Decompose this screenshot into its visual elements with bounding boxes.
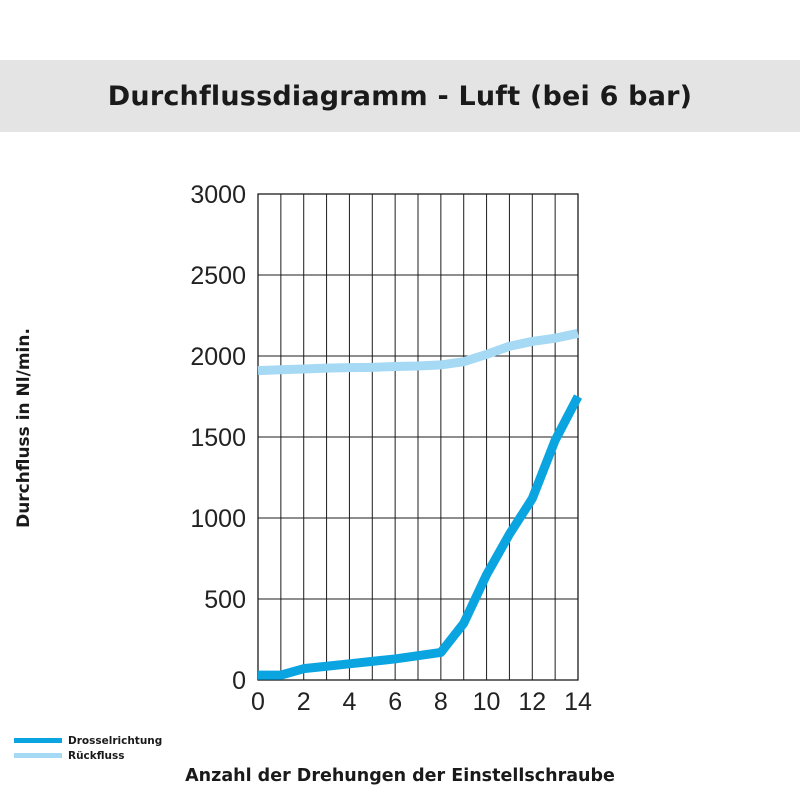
x-tick-label: 2	[297, 688, 311, 716]
chart-title: Durchflussdiagramm - Luft (bei 6 bar)	[107, 80, 693, 112]
legend-label-drosselrichtung: Drosselrichtung	[68, 734, 163, 747]
y-tick-label: 1000	[190, 505, 246, 533]
series-line-drosselrichtung	[258, 394, 582, 680]
legend: Drosselrichtung Rückfluss	[14, 733, 162, 763]
x-axis-label: Anzahl der Drehungen der Einstellschraub…	[185, 766, 615, 786]
legend-item-rueckfluss: Rückfluss	[14, 748, 162, 763]
y-tick-label: 3000	[190, 181, 246, 209]
title-bar: Durchflussdiagramm - Luft (bei 6 bar)	[0, 60, 800, 132]
legend-swatch-rueckfluss	[14, 753, 62, 758]
y-axis-label: Durchfluss in Nl/min.	[14, 328, 34, 528]
series-layer	[257, 328, 582, 680]
x-tick-label: 12	[518, 688, 546, 716]
legend-item-drosselrichtung: Drosselrichtung	[14, 733, 162, 748]
y-tick-label: 2500	[190, 262, 246, 290]
legend-swatch-drosselrichtung	[14, 738, 62, 743]
legend-label-rueckfluss: Rückfluss	[68, 749, 125, 762]
series-line-rueckfluss	[257, 328, 579, 376]
plot-frame	[257, 193, 579, 681]
x-tick-label: 14	[564, 688, 592, 716]
y-tick-label: 500	[204, 586, 246, 614]
y-tick-label: 1500	[190, 424, 246, 452]
y-tick-label: 0	[232, 667, 246, 695]
x-tick-label: 4	[342, 688, 356, 716]
tick-labels: 0 500 1000 1500 2000 2500 3000 0 2 4 6 8 10 12 14	[190, 181, 592, 716]
x-tick-label: 8	[434, 688, 448, 716]
grid	[257, 193, 579, 681]
x-tick-label: 6	[388, 688, 402, 716]
x-tick-label: 0	[251, 688, 265, 716]
y-tick-label: 2000	[190, 343, 246, 371]
x-tick-label: 10	[473, 688, 501, 716]
